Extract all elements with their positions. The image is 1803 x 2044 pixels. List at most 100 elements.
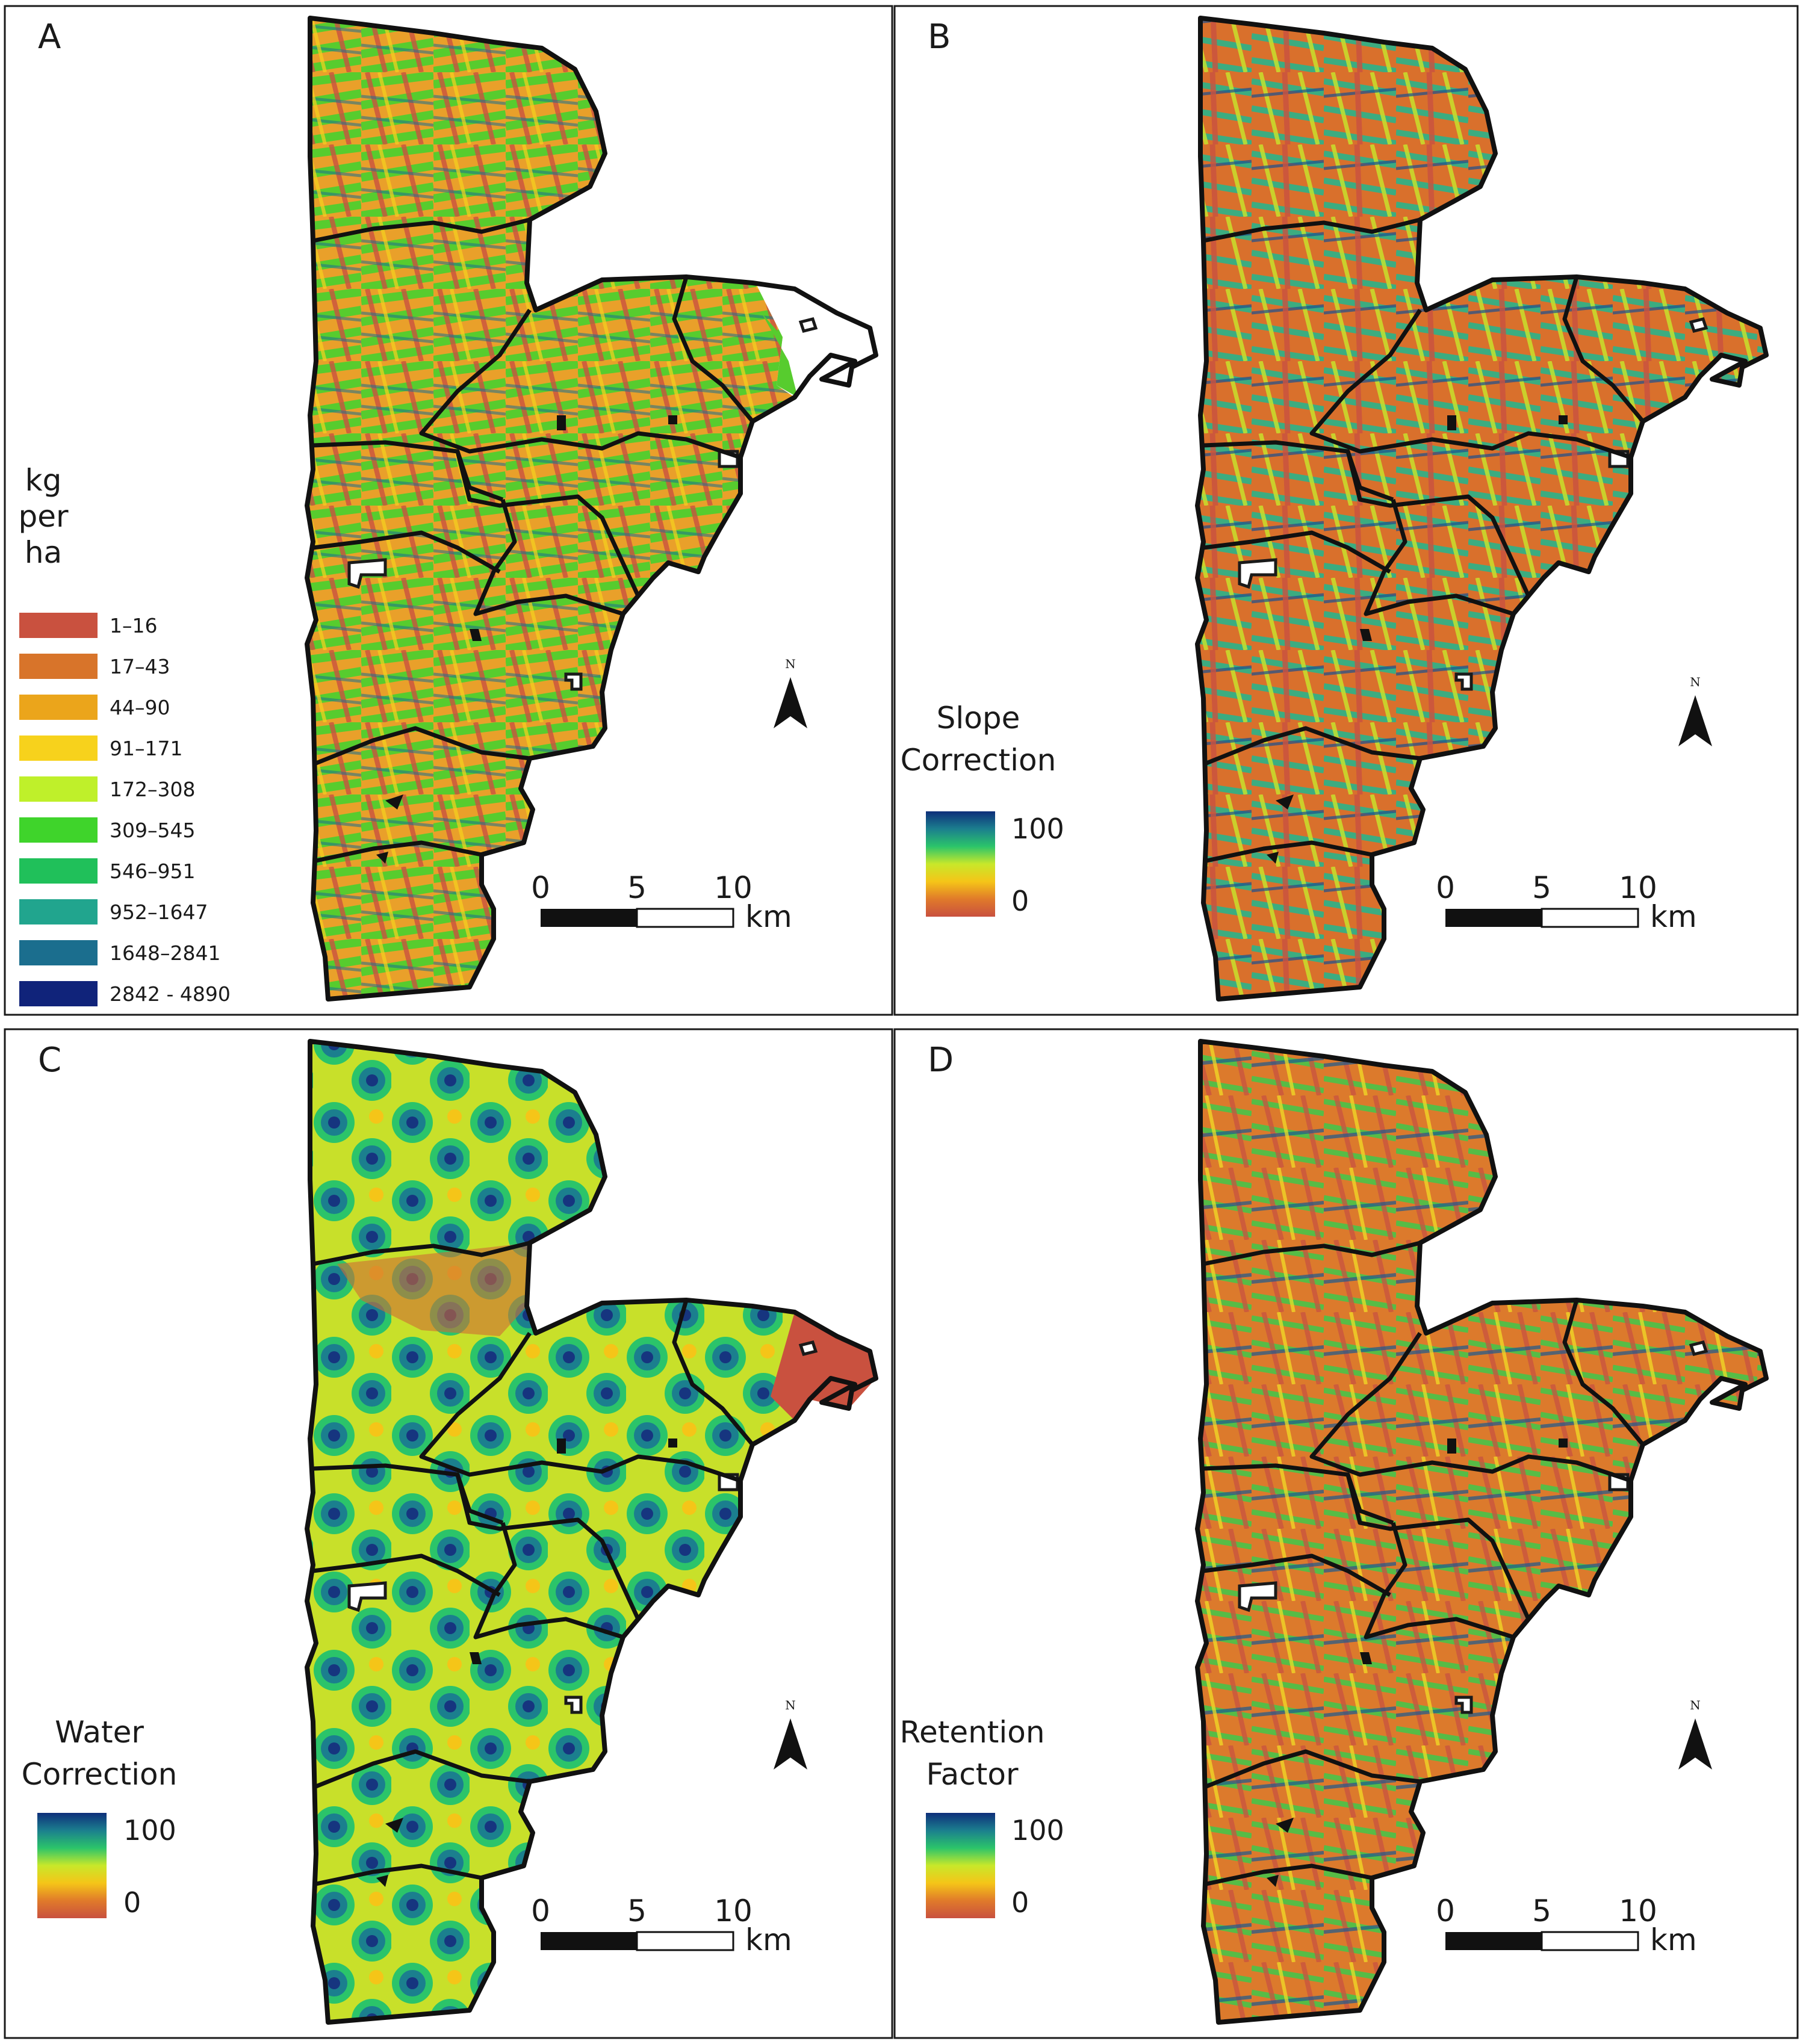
scale-segment-dark [1445,1932,1542,1950]
camp-boundary [1202,1749,1421,1790]
water-point [385,794,403,810]
legend-title: Correction [22,1757,178,1792]
excluded-area [1238,558,1277,589]
scale-tick-label: 5 [627,1894,647,1928]
legend-class-label: 91–171 [110,737,182,760]
legend-title: Water [55,1715,144,1750]
excluded-area [1454,1696,1473,1714]
water-point [1276,794,1294,810]
legend-swatch [19,613,98,638]
legend-class-label: 17–43 [110,655,170,678]
camp-boundary [455,1474,641,1620]
legend-class-label: 309–545 [110,819,195,842]
camp-boundary [473,1522,624,1640]
excluded-area [1238,1581,1277,1612]
camp-boundary [672,1299,754,1446]
panel-letter: A [38,17,61,57]
legend-swatch [19,899,98,924]
legend-title: Retention [899,1715,1044,1750]
scale-unit: km [1650,899,1697,934]
water-point [557,1439,566,1454]
scale-segment-dark [1445,909,1542,927]
scale-segment-dark [541,909,637,927]
study-area-outline [305,1039,878,2025]
gradient-max-label: 100 [1011,1814,1064,1847]
excluded-area [798,1340,818,1356]
water-point [470,1652,482,1664]
camp-boundary [1203,1240,1421,1266]
north-arrow: N [1678,675,1712,746]
legend-title: per [18,499,69,534]
north-label: N [785,1698,796,1712]
map-a [305,16,878,1002]
excluded-area [564,672,583,691]
camp-boundary [1345,451,1531,597]
water-point [376,1875,388,1887]
scale-tick-label: 5 [1532,870,1551,905]
water-point [668,1439,677,1448]
camp-boundary [1562,276,1645,423]
map-c [305,1039,878,2025]
scale-tick-label: 10 [714,1894,753,1928]
camp-boundary [1203,217,1421,243]
camp-boundary [1309,1332,1632,1483]
legend-swatch [19,858,98,884]
water-point [1447,1439,1456,1454]
gradient-ramp [926,1813,995,1918]
legend-title: Slope [937,701,1020,736]
water-point [1360,1652,1372,1664]
legend-class-label: 1648–2841 [110,941,220,965]
camp-boundary [419,309,742,460]
camp-boundary [1364,1522,1515,1640]
legend-swatch [19,817,98,843]
north-label: N [785,657,796,671]
excluded-area [347,558,387,589]
legend-title: ha [25,535,62,570]
scale-tick-label: 10 [1619,1894,1657,1928]
north-arrow: N [774,1698,807,1770]
camp-boundary [672,276,754,423]
excluded-area [1689,317,1708,333]
legend-swatch [19,940,98,965]
legend-title: kg [25,463,62,498]
excluded-area [798,317,818,333]
scale-segment-light [636,908,734,928]
camp-boundary [473,499,624,616]
water-point [668,415,677,424]
north-arrow: N [1678,1698,1712,1770]
north-arrow-icon [1678,1718,1712,1770]
legend-class-label: 546–951 [110,859,195,883]
water-point [470,629,482,641]
scale-unit: km [745,1922,792,1957]
far-zone [337,1243,530,1336]
north-arrow-icon [1678,695,1712,746]
gradient-legend: Water Correction 100 0 [22,1715,178,1919]
camp-boundary [312,726,530,767]
camp-boundary [312,1553,501,1597]
legend-class-label: 44–90 [110,696,170,719]
north-arrow-icon [774,677,807,728]
camp-boundary [312,530,501,574]
north-arrow: N [774,657,807,728]
water-point [1447,415,1456,430]
camp-boundary [1206,1863,1373,1886]
water-point [376,852,388,864]
excluded-area [347,1581,387,1612]
legend-swatch [19,695,98,720]
scale-segment-dark [541,1932,637,1950]
panel-letter: D [928,1041,954,1080]
gradient-ramp [926,811,995,917]
panel-letter: C [38,1041,61,1080]
camp-boundary [1364,499,1515,616]
legend-swatch [19,981,98,1006]
gradient-min-label: 0 [1011,1886,1029,1919]
scale-tick-label: 5 [627,870,647,905]
legend-title: Correction [901,743,1057,778]
camp-boundary [1203,530,1391,574]
gradient-ramp [37,1813,107,1918]
